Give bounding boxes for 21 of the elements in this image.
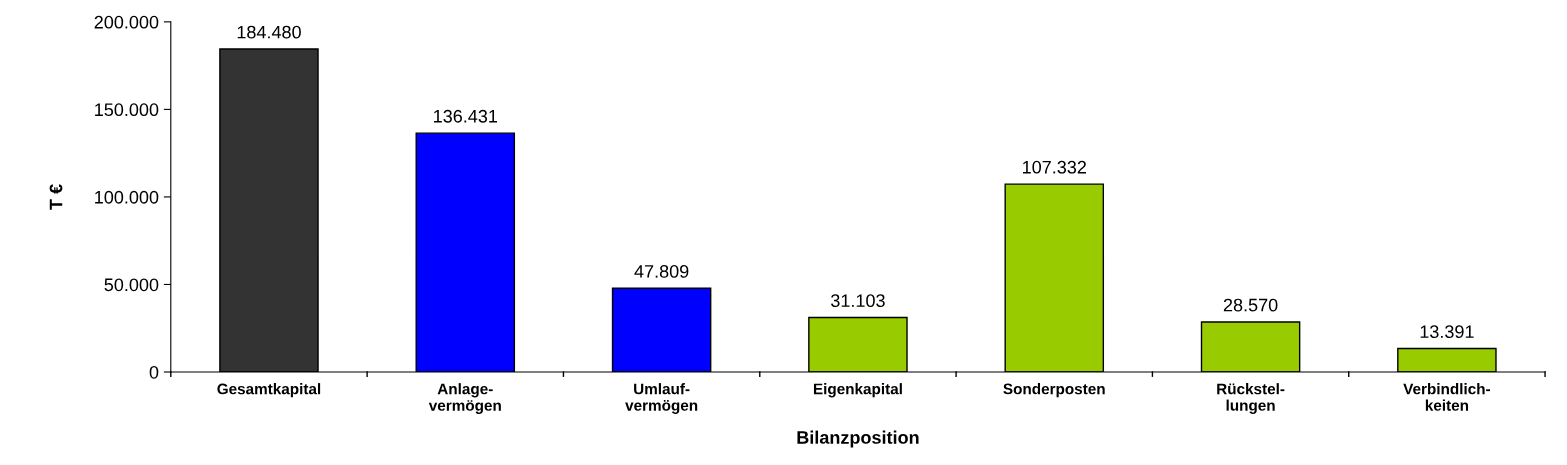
- x-axis-title: Bilanzposition: [797, 430, 919, 448]
- data-label: 107.332: [1023, 160, 1086, 174]
- data-label: 13.391: [1420, 325, 1474, 339]
- x-tick-label: Sonderposten: [1003, 383, 1105, 398]
- y-tick-label: 50.000: [104, 278, 159, 292]
- y-tick-label: 0: [149, 365, 159, 379]
- x-tick-label: Verbindlich- keiten: [1403, 383, 1491, 411]
- x-tick-label: Rückstel- lungen: [1217, 383, 1285, 414]
- data-label: 31.103: [831, 294, 885, 308]
- data-label: 47.809: [634, 265, 689, 278]
- x-tick-label: Eigenkapital: [813, 383, 902, 398]
- data-label: 28.570: [1223, 298, 1278, 312]
- y-axis-title: T €: [49, 184, 63, 210]
- data-label: 136.431: [434, 109, 498, 123]
- y-tick-label: 100.000: [95, 190, 159, 204]
- x-tick-label: Gesamtkapital: [217, 383, 321, 398]
- y-tick-label: 150.000: [95, 103, 159, 117]
- y-tick-label: 200.000: [94, 15, 159, 29]
- x-tick-label: Umlauf- vermögen: [625, 383, 698, 414]
- x-tick-label: Anlage- vermögen: [428, 383, 501, 414]
- data-label: 184.480: [237, 25, 301, 39]
